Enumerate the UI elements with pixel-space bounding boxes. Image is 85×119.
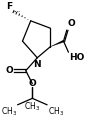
Text: CH$_3$: CH$_3$ xyxy=(1,106,17,118)
Polygon shape xyxy=(50,40,64,47)
Text: CH$_3$: CH$_3$ xyxy=(48,106,64,118)
Text: CH$_3$: CH$_3$ xyxy=(24,100,40,113)
Text: HO: HO xyxy=(69,53,85,62)
Text: O: O xyxy=(68,19,75,28)
Text: F: F xyxy=(7,2,13,11)
Text: N: N xyxy=(33,60,41,69)
Text: ,,,,: ,,,, xyxy=(14,8,21,13)
Text: O: O xyxy=(6,66,13,75)
Text: O: O xyxy=(28,79,36,88)
